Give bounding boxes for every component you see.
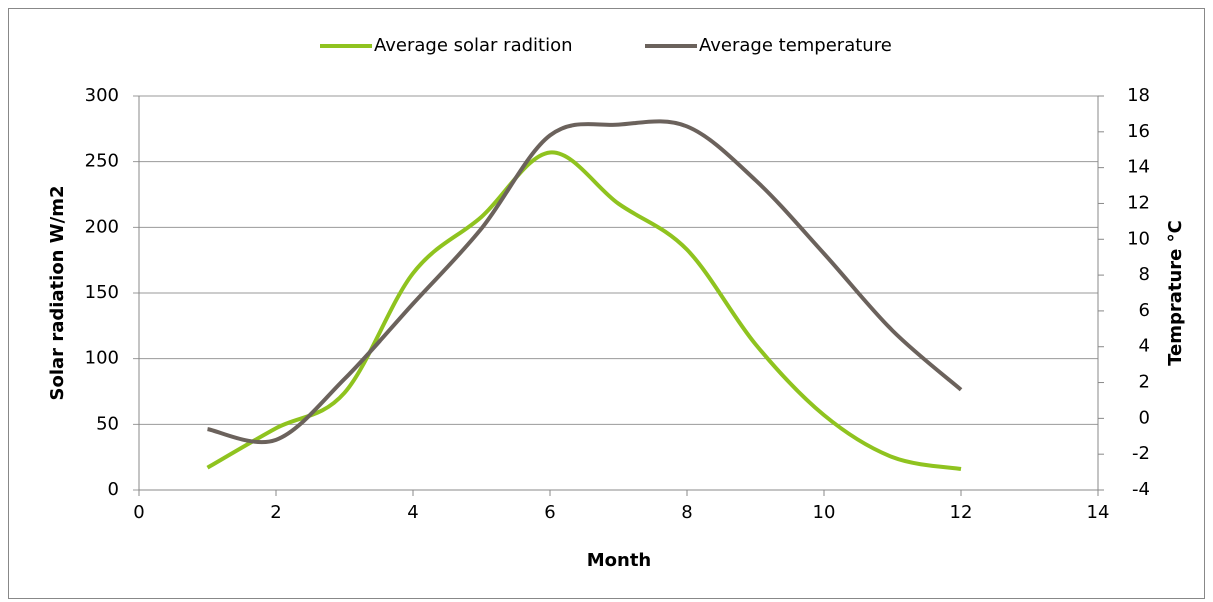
y2-tick-label: 2 bbox=[1139, 372, 1150, 393]
y-axis-title: Solar radiation W/m2 bbox=[47, 186, 68, 401]
y-tick-label: 200 bbox=[85, 216, 119, 237]
y2-axis-title: Temprature °C bbox=[1165, 220, 1186, 366]
legend-label: Average solar radition bbox=[374, 35, 573, 56]
y-tick-label: 100 bbox=[85, 348, 119, 369]
y2-tick-label: 4 bbox=[1139, 336, 1150, 357]
x-axis-title: Month bbox=[587, 550, 652, 571]
x-tick-label: 14 bbox=[1087, 502, 1110, 523]
y2-tick-label: 12 bbox=[1127, 192, 1150, 213]
y2-tick-label: 16 bbox=[1127, 121, 1150, 142]
y2-tick-label: 6 bbox=[1139, 300, 1150, 321]
x-tick-label: 10 bbox=[813, 502, 836, 523]
y-tick-label: 0 bbox=[108, 479, 119, 500]
y2-tick-label: 8 bbox=[1139, 264, 1150, 285]
legend-label: Average temperature bbox=[699, 35, 892, 56]
y-tick-label: 300 bbox=[85, 85, 119, 106]
y2-tick-label: 10 bbox=[1127, 228, 1150, 249]
x-tick-label: 0 bbox=[133, 502, 144, 523]
y-tick-label: 250 bbox=[85, 151, 119, 172]
x-tick-label: 12 bbox=[950, 502, 973, 523]
y2-tick-label: -2 bbox=[1132, 443, 1150, 464]
line bbox=[206, 150, 962, 471]
chart-frame bbox=[8, 8, 1205, 599]
x-tick-label: 8 bbox=[681, 502, 692, 523]
y-tick-label: 50 bbox=[96, 413, 119, 434]
y2-tick-label: 0 bbox=[1139, 407, 1150, 428]
y2-tick-label: 14 bbox=[1127, 157, 1150, 178]
x-tick-label: 6 bbox=[544, 502, 555, 523]
y2-tick-label: -4 bbox=[1132, 479, 1150, 500]
line bbox=[207, 119, 963, 445]
x-tick-label: 4 bbox=[407, 502, 418, 523]
y-tick-label: 150 bbox=[85, 282, 119, 303]
y2-tick-label: 18 bbox=[1127, 85, 1150, 106]
x-tick-label: 2 bbox=[270, 502, 281, 523]
